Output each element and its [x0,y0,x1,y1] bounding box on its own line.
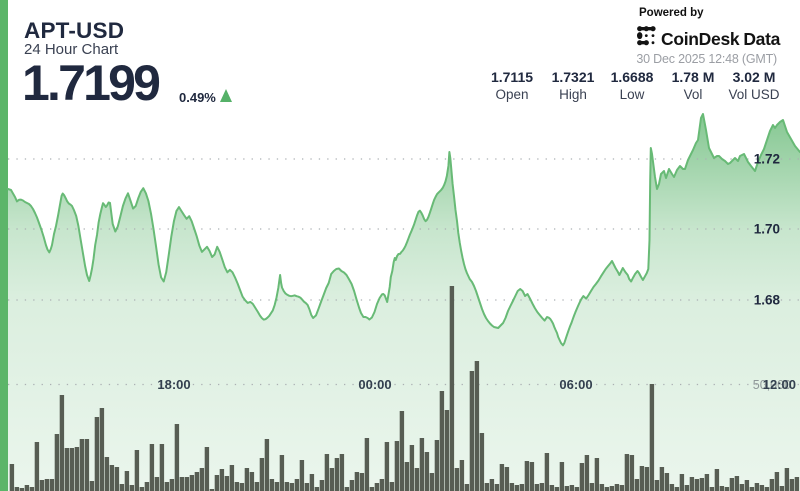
svg-text:12:00: 12:00 [763,377,796,392]
svg-text:1.68: 1.68 [754,293,781,308]
svg-text:1.70: 1.70 [754,222,780,237]
svg-text:1.72: 1.72 [754,152,780,167]
svg-text:00:00: 00:00 [358,377,391,392]
svg-text:06:00: 06:00 [559,377,592,392]
svg-text:50,000: 50,000 [753,378,791,392]
svg-text:18:00: 18:00 [157,377,190,392]
